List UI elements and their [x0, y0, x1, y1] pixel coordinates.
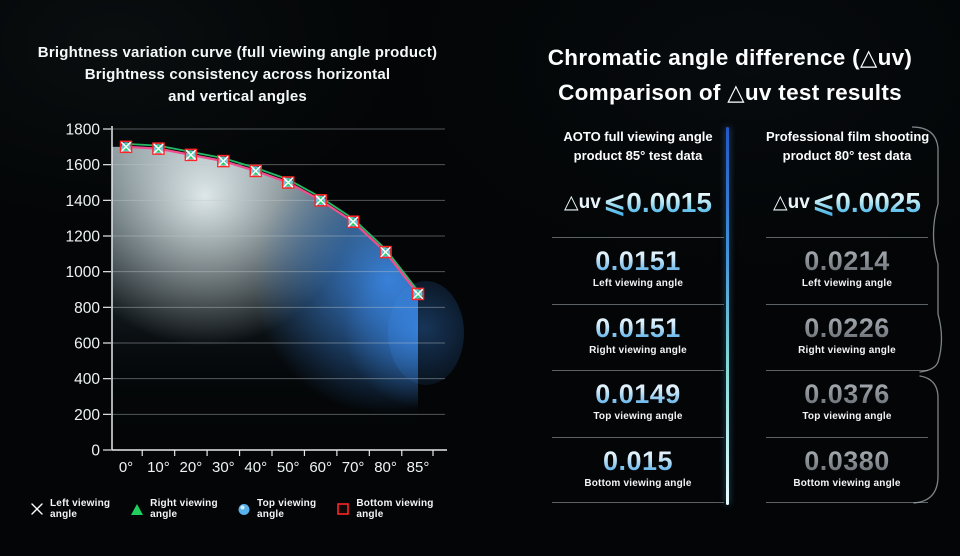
aoto-column: AOTO full viewing angle product 85° test…	[552, 127, 724, 503]
svg-text:1000: 1000	[66, 264, 101, 281]
svg-text:30°: 30°	[212, 459, 235, 476]
aoto-top-value: 0.0149	[552, 379, 724, 409]
svg-text:40°: 40°	[244, 459, 267, 476]
pro-row-left: 0.0214 Left viewing angle	[766, 237, 928, 304]
svg-text:85°: 85°	[407, 459, 430, 476]
svg-text:70°: 70°	[342, 459, 365, 476]
brightness-chart-svg: 0 200 400 600 800 1000 1200 1400 1600 1800 0° 10° 20…	[66, 122, 464, 476]
pro-right-value: 0.0226	[766, 313, 928, 343]
chromatic-title-line1: Chromatic angle difference (△uv)	[547, 45, 913, 70]
brightness-title-line2: Brightness consistency across horizontal	[84, 66, 391, 83]
pro-left-label: Left viewing angle	[801, 278, 893, 289]
brightness-title-line3: and vertical angles	[168, 88, 307, 105]
aoto-bottom-label: Bottom viewing angle	[584, 477, 692, 489]
pro-column-header: Professional film shooting product 80° t…	[766, 127, 930, 167]
chromatic-title-line2: Comparison of △uv test results	[558, 80, 902, 105]
svg-text:80°: 80°	[374, 459, 397, 476]
legend-label-bottom: Bottom viewing angle	[356, 498, 434, 520]
aoto-row-left: 0.0151 Left viewing angle	[552, 237, 724, 304]
aoto-row-top: 0.0149 Top viewing angle	[552, 370, 724, 437]
svg-text:200: 200	[74, 407, 100, 424]
legend-item-top: Top viewing angle	[237, 498, 336, 520]
aoto-bottom-value: 0.015	[552, 446, 724, 476]
brightness-title-line1: Brightness variation curve (full viewing…	[37, 44, 438, 61]
svg-text:1600: 1600	[66, 157, 101, 174]
svg-text:0: 0	[91, 443, 100, 460]
legend-item-right: Right viewing angle	[130, 498, 237, 520]
svg-text:20°: 20°	[180, 459, 203, 476]
pro-headline-value: ⩽0.0025	[811, 186, 921, 218]
pro-top-value: 0.0376	[766, 379, 928, 409]
pro-top-label: Top viewing angle	[802, 411, 892, 422]
pro-header-line2: product 80° test data	[782, 148, 912, 163]
svg-text:60°: 60°	[309, 459, 332, 476]
pro-row-bottom: 0.0380 Bottom viewing angle	[766, 436, 928, 503]
chart-legend: Left viewing angle Right viewing angle T…	[30, 498, 452, 520]
pro-headline: △uv ⩽0.0025	[766, 167, 928, 237]
aoto-row-right: 0.0151 Right viewing angle	[552, 303, 724, 371]
aoto-right-value: 0.0151	[552, 313, 724, 343]
square-marker-icon	[336, 502, 350, 516]
aoto-top-label: Top viewing angle	[593, 411, 683, 422]
column-divider	[726, 127, 729, 505]
pro-row-right: 0.0226 Right viewing angle	[766, 303, 928, 371]
svg-text:600: 600	[74, 336, 100, 353]
svg-text:1200: 1200	[66, 229, 101, 246]
circle-marker-icon	[237, 502, 251, 516]
legend-label-top: Top viewing angle	[257, 498, 317, 520]
svg-text:10°: 10°	[147, 459, 170, 476]
pro-bottom-value: 0.0380	[766, 446, 928, 476]
svg-text:0°: 0°	[119, 459, 133, 476]
pro-left-value: 0.0214	[766, 246, 928, 276]
svg-text:1800: 1800	[66, 122, 101, 139]
aoto-headline-value: ⩽0.0015	[602, 186, 712, 218]
aoto-header-line1: AOTO full viewing angle	[563, 129, 713, 144]
svg-text:800: 800	[74, 300, 100, 317]
svg-text:400: 400	[74, 371, 100, 388]
triangle-marker-icon	[130, 503, 144, 516]
aoto-headline: △uv ⩽0.0015	[552, 167, 724, 237]
svg-text:50°: 50°	[277, 459, 300, 476]
brightness-chart: 0 200 400 600 800 1000 1200 1400 1600 1800 0° 10° 20…	[0, 108, 470, 500]
aoto-left-value: 0.0151	[552, 246, 724, 276]
pro-right-label: Right viewing angle	[798, 344, 896, 356]
aoto-row-bottom: 0.015 Bottom viewing angle	[552, 436, 724, 503]
pro-headline-prefix: △uv	[773, 191, 810, 213]
chromatic-title: Chromatic angle difference (△uv) Compari…	[505, 40, 955, 110]
legend-item-left: Left viewing angle	[30, 498, 130, 520]
aoto-header-line2: product 85° test data	[573, 148, 703, 163]
pro-bottom-label: Bottom viewing angle	[793, 477, 901, 489]
aoto-column-header: AOTO full viewing angle product 85° test…	[552, 127, 724, 167]
legend-label-left: Left viewing angle	[50, 498, 111, 520]
aoto-headline-prefix: △uv	[564, 191, 601, 213]
aoto-left-label: Left viewing angle	[592, 278, 684, 289]
aoto-right-label: Right viewing angle	[589, 344, 687, 356]
x-marker-icon	[30, 502, 44, 516]
pro-row-top: 0.0376 Top viewing angle	[766, 370, 928, 437]
right-column-bracket	[912, 126, 943, 504]
pro-header-line1: Professional film shooting	[766, 129, 930, 144]
legend-item-bottom: Bottom viewing angle	[336, 498, 452, 520]
svg-text:1400: 1400	[66, 193, 101, 210]
professional-column: Professional film shooting product 80° t…	[766, 127, 930, 503]
brightness-chart-title: Brightness variation curve (full viewing…	[0, 42, 475, 108]
legend-label-right: Right viewing angle	[150, 498, 218, 520]
